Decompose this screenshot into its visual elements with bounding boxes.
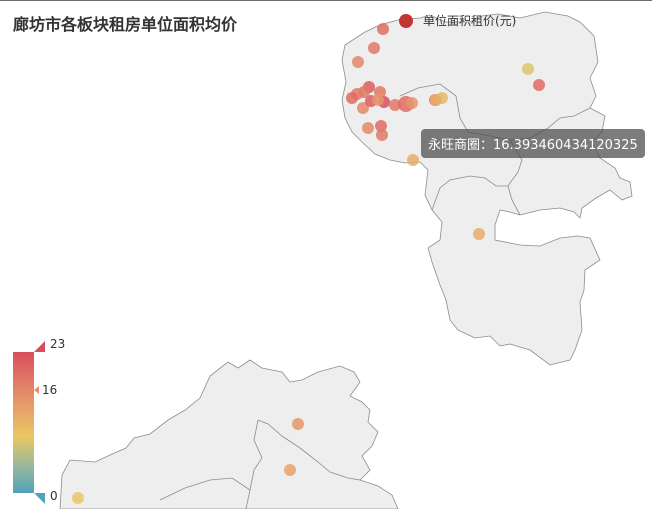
data-point[interactable] xyxy=(368,42,380,54)
map-district-boundary-4 xyxy=(257,419,361,481)
map-region-north[interactable] xyxy=(341,11,633,366)
visual-map-max-label: 23 xyxy=(50,337,66,351)
data-point[interactable] xyxy=(533,79,545,91)
data-point[interactable] xyxy=(72,492,84,504)
chart-title: 廊坊市各板块租房单位面积均价 xyxy=(13,15,238,34)
data-point[interactable] xyxy=(406,97,418,109)
data-point[interactable] xyxy=(352,56,364,68)
visual-map-top-handle[interactable] xyxy=(34,341,45,352)
visual-map-gradient-bar[interactable] xyxy=(13,352,34,493)
data-point[interactable] xyxy=(346,92,358,104)
data-point[interactable] xyxy=(377,23,389,35)
data-point[interactable] xyxy=(376,129,388,141)
data-point[interactable] xyxy=(430,94,442,106)
legend-marker-icon xyxy=(399,13,413,28)
legend-label: 单位面积租价(元) xyxy=(423,14,517,28)
data-point[interactable] xyxy=(357,102,369,114)
data-point[interactable] xyxy=(284,464,296,476)
data-points xyxy=(72,23,545,504)
data-point[interactable] xyxy=(522,63,534,75)
tooltip: 永旺商圈：16.393460434120325 xyxy=(421,129,645,158)
map-district-boundary-3 xyxy=(507,185,521,216)
data-point[interactable] xyxy=(292,418,304,430)
visual-map-indicator xyxy=(34,386,39,394)
map-district-boundary-1 xyxy=(399,83,523,211)
south-region xyxy=(59,359,399,509)
map-district-boundary-6 xyxy=(159,477,251,501)
data-point[interactable] xyxy=(362,122,374,134)
data-point[interactable] xyxy=(372,94,384,106)
data-point[interactable] xyxy=(407,154,419,166)
visual-map-bottom-handle[interactable] xyxy=(34,493,45,504)
data-point[interactable] xyxy=(375,120,387,132)
legend[interactable]: 单位面积租价(元) xyxy=(399,12,516,29)
data-point[interactable] xyxy=(358,86,370,98)
top-border-line xyxy=(0,0,652,1)
data-point[interactable] xyxy=(473,228,485,240)
map-region-south[interactable] xyxy=(59,359,399,509)
visual-map-current-label: 16 xyxy=(42,383,58,397)
map-district-boundary-5 xyxy=(245,419,263,509)
data-point[interactable] xyxy=(389,99,401,111)
visual-map-min-label: 0 xyxy=(50,489,58,503)
north-region xyxy=(341,11,633,366)
